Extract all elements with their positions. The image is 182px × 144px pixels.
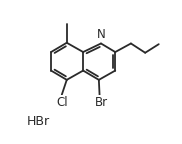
Text: Br: Br <box>94 96 108 109</box>
Text: N: N <box>97 28 105 41</box>
Text: Cl: Cl <box>56 96 68 109</box>
Text: HBr: HBr <box>27 115 50 128</box>
